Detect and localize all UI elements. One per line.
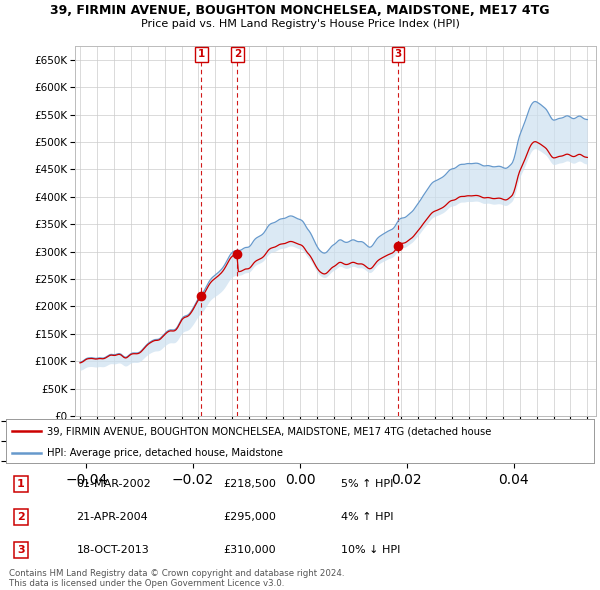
Text: £295,000: £295,000 bbox=[224, 512, 277, 522]
Text: Price paid vs. HM Land Registry's House Price Index (HPI): Price paid vs. HM Land Registry's House … bbox=[140, 19, 460, 29]
Text: 21-APR-2004: 21-APR-2004 bbox=[77, 512, 148, 522]
Text: 1: 1 bbox=[17, 478, 25, 489]
Text: 01-MAR-2002: 01-MAR-2002 bbox=[77, 478, 151, 489]
Text: HPI: Average price, detached house, Maidstone: HPI: Average price, detached house, Maid… bbox=[47, 448, 283, 458]
Text: 39, FIRMIN AVENUE, BOUGHTON MONCHELSEA, MAIDSTONE, ME17 4TG: 39, FIRMIN AVENUE, BOUGHTON MONCHELSEA, … bbox=[50, 4, 550, 17]
Text: £218,500: £218,500 bbox=[224, 478, 277, 489]
Text: 2: 2 bbox=[17, 512, 25, 522]
Text: 18-OCT-2013: 18-OCT-2013 bbox=[77, 545, 149, 555]
Text: 3: 3 bbox=[17, 545, 25, 555]
Text: Contains HM Land Registry data © Crown copyright and database right 2024.
This d: Contains HM Land Registry data © Crown c… bbox=[9, 569, 344, 588]
Text: 5% ↑ HPI: 5% ↑ HPI bbox=[341, 478, 394, 489]
Text: 4% ↑ HPI: 4% ↑ HPI bbox=[341, 512, 394, 522]
Text: 10% ↓ HPI: 10% ↓ HPI bbox=[341, 545, 401, 555]
Text: 1: 1 bbox=[197, 49, 205, 59]
Text: 39, FIRMIN AVENUE, BOUGHTON MONCHELSEA, MAIDSTONE, ME17 4TG (detached house: 39, FIRMIN AVENUE, BOUGHTON MONCHELSEA, … bbox=[47, 427, 491, 436]
Text: £310,000: £310,000 bbox=[224, 545, 276, 555]
Text: 3: 3 bbox=[394, 49, 401, 59]
Text: 2: 2 bbox=[234, 49, 241, 59]
